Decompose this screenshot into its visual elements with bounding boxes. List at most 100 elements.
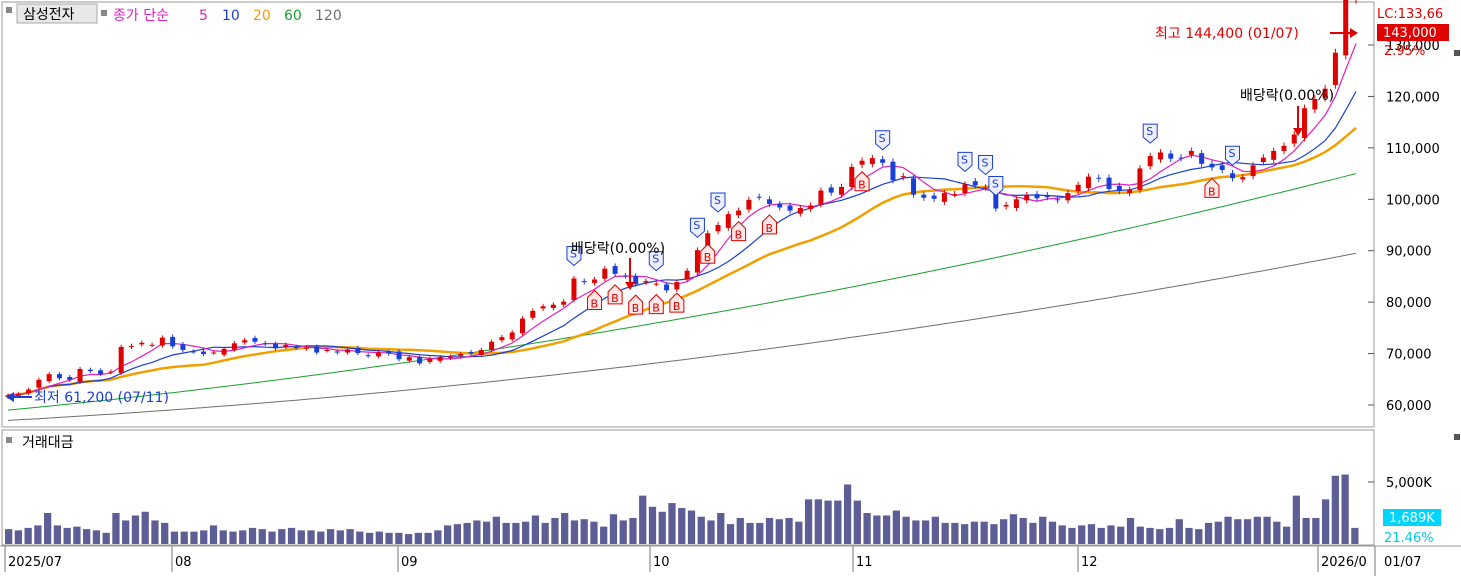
volume-bar[interactable] — [687, 510, 696, 544]
volume-bar[interactable] — [258, 529, 266, 544]
volume-bar[interactable] — [756, 522, 764, 544]
volume-bar[interactable] — [5, 529, 13, 544]
volume-bar[interactable] — [1224, 516, 1232, 544]
sell-signal-icon[interactable] — [978, 154, 994, 176]
candle-body[interactable] — [1157, 152, 1163, 160]
volume-bar[interactable] — [1253, 516, 1261, 544]
candle-body[interactable] — [375, 352, 381, 357]
candle-body[interactable] — [334, 351, 340, 353]
volume-bar[interactable] — [1009, 514, 1018, 544]
candle-body[interactable] — [1209, 163, 1215, 168]
candle-body[interactable] — [602, 268, 608, 279]
candle-body[interactable] — [1281, 145, 1287, 151]
candle-body[interactable] — [581, 281, 587, 283]
candle-body[interactable] — [540, 306, 546, 309]
volume-bar[interactable] — [1341, 474, 1349, 544]
volume-bar[interactable] — [570, 520, 579, 544]
volume-bar[interactable] — [1000, 519, 1008, 544]
volume-bar[interactable] — [502, 522, 510, 544]
volume-bar[interactable] — [590, 521, 598, 544]
volume-bar[interactable] — [63, 527, 71, 544]
candle-body[interactable] — [499, 337, 505, 341]
volume-bar[interactable] — [941, 522, 949, 544]
candle-body[interactable] — [1013, 199, 1019, 208]
volume-bar[interactable] — [1039, 516, 1047, 544]
volume-bar[interactable] — [902, 516, 910, 544]
volume-bar[interactable] — [53, 525, 62, 544]
volume-bar[interactable] — [346, 529, 354, 544]
candle-body[interactable] — [345, 349, 351, 353]
candle-body[interactable] — [1065, 193, 1071, 201]
candle-body[interactable] — [211, 352, 217, 354]
candle-body[interactable] — [962, 184, 968, 194]
volume-bar[interactable] — [804, 499, 813, 544]
candle-body[interactable] — [612, 266, 618, 274]
volume-bar[interactable] — [531, 515, 540, 544]
volume-bar[interactable] — [492, 516, 501, 544]
candle-body[interactable] — [314, 346, 320, 353]
volume-bar[interactable] — [882, 515, 891, 544]
volume-bar[interactable] — [1302, 517, 1310, 544]
volume-bar[interactable] — [1214, 521, 1222, 544]
volume-bar[interactable] — [14, 530, 23, 544]
candle-body[interactable] — [1199, 153, 1205, 164]
candle-body[interactable] — [715, 225, 721, 232]
volume-bar[interactable] — [619, 520, 627, 544]
candle-body[interactable] — [880, 159, 886, 163]
panel-resize-icon-top[interactable] — [1454, 50, 1460, 56]
candle-body[interactable] — [1312, 99, 1318, 110]
buy-signal-icon[interactable] — [731, 220, 747, 242]
candle-body[interactable] — [1178, 157, 1184, 159]
volume-bar[interactable] — [443, 525, 452, 544]
candle-body[interactable] — [139, 342, 145, 345]
candle-body[interactable] — [190, 351, 196, 353]
candle-body[interactable] — [550, 304, 556, 308]
candle-body[interactable] — [180, 344, 186, 350]
candle-body[interactable] — [458, 354, 464, 356]
ma-settings-icon[interactable] — [101, 10, 107, 16]
candle-body[interactable] — [77, 369, 83, 382]
volume-bar[interactable] — [1048, 521, 1057, 544]
volume-bar[interactable] — [1204, 522, 1213, 544]
volume-bar[interactable] — [961, 524, 969, 544]
sell-signal-icon[interactable] — [988, 176, 1004, 197]
volume-bar[interactable] — [775, 519, 783, 544]
candle-body[interactable] — [622, 275, 628, 277]
volume-bar[interactable] — [141, 511, 149, 544]
volume-bar[interactable] — [746, 522, 754, 544]
volume-bar[interactable] — [648, 506, 657, 544]
candle-body[interactable] — [1250, 165, 1256, 177]
volume-bar[interactable] — [668, 503, 676, 544]
volume-bar[interactable] — [541, 522, 549, 544]
candle-body[interactable] — [653, 283, 659, 285]
candle-body[interactable] — [36, 379, 42, 388]
volume-bar[interactable] — [912, 520, 920, 544]
candle-body[interactable] — [427, 358, 433, 362]
volume-bar[interactable] — [1019, 517, 1027, 544]
candle-body[interactable] — [128, 345, 134, 347]
volume-bar[interactable] — [356, 531, 364, 544]
volume-bar[interactable] — [980, 521, 988, 544]
volume-bar[interactable] — [102, 532, 110, 544]
candle-body[interactable] — [170, 336, 176, 347]
candle-body[interactable] — [952, 194, 958, 196]
buy-signal-icon[interactable] — [628, 294, 644, 315]
volume-bar[interactable] — [170, 531, 179, 544]
volume-bar[interactable] — [931, 516, 940, 544]
candle-body[interactable] — [478, 349, 484, 356]
candle-body[interactable] — [447, 356, 453, 358]
candle-body[interactable] — [15, 393, 21, 396]
volume-bar[interactable] — [765, 517, 774, 544]
candle-body[interactable] — [941, 193, 947, 202]
candle-body[interactable] — [283, 344, 289, 347]
candle-body[interactable] — [1116, 185, 1122, 192]
candle-body[interactable] — [355, 348, 361, 354]
volume-bar[interactable] — [200, 530, 208, 544]
volume-bar[interactable] — [268, 531, 276, 544]
sell-signal-icon[interactable] — [875, 130, 891, 151]
volume-bar[interactable] — [990, 524, 998, 544]
volume-bar[interactable] — [44, 513, 52, 544]
candle-body[interactable] — [849, 166, 855, 187]
volume-bar[interactable] — [1195, 529, 1203, 544]
candle-body[interactable] — [911, 178, 917, 195]
